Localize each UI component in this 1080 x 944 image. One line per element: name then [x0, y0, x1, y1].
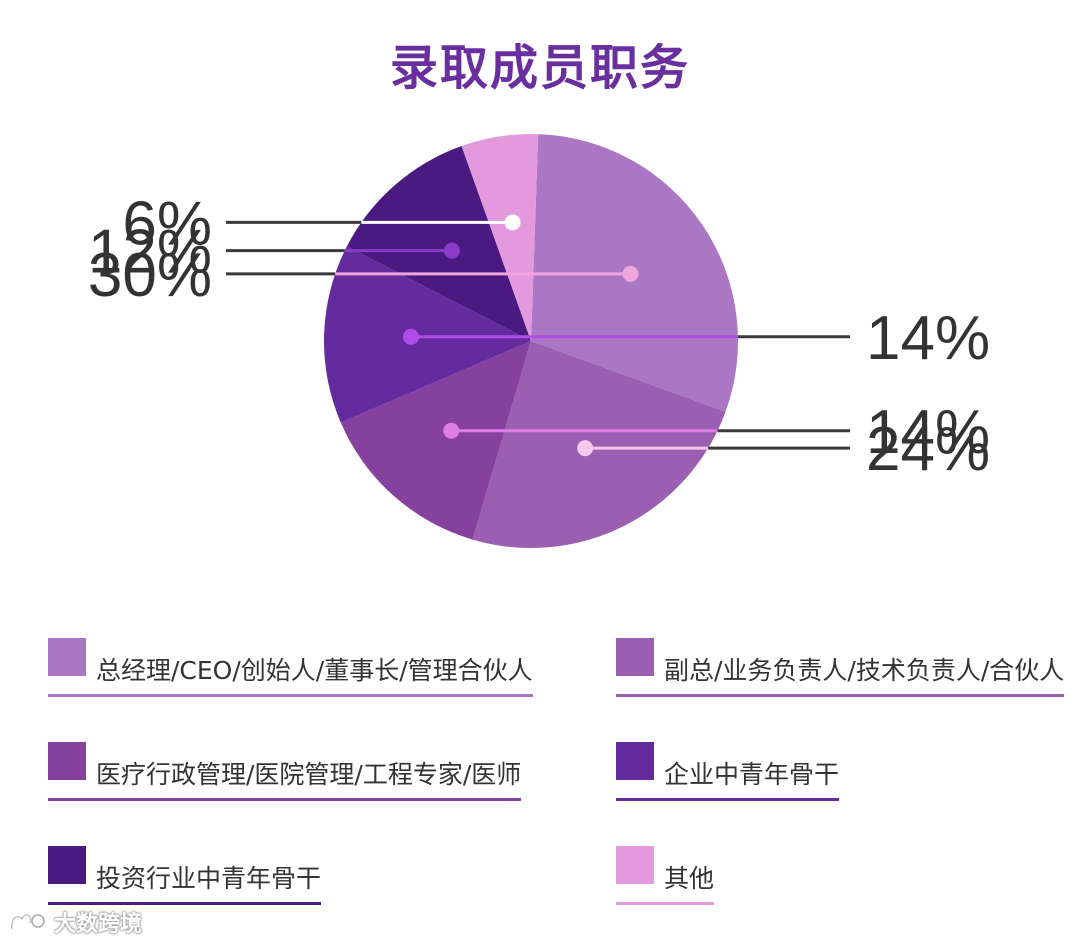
legend-label: 其他 [664, 864, 715, 893]
data-label: 12% [88, 218, 212, 287]
legend-label: 副总/业务负责人/技术负责人/合伙人 [664, 656, 1065, 685]
brand-logo-icon [10, 913, 45, 930]
slice-dot [443, 422, 460, 439]
data-label: 6% [122, 189, 212, 258]
slice-dot [443, 242, 460, 259]
slice-dot [403, 328, 420, 345]
data-label: 14% [866, 398, 990, 467]
legend-label: 企业中青年骨干 [664, 760, 840, 789]
pie-slice [324, 246, 531, 423]
legend-underline [48, 694, 533, 697]
legend-label: 投资行业中青年骨干 [96, 864, 322, 893]
legend-underline [48, 798, 521, 801]
data-label: 24% [866, 415, 990, 484]
legend-underline [48, 902, 321, 905]
pie-chart: 30%24%14%14%12%6% [88, 133, 990, 548]
data-label: 30% [88, 241, 212, 310]
watermark-text: 大数跨境 [54, 912, 143, 937]
data-label: 14% [866, 304, 990, 373]
legend-swatch [48, 638, 86, 676]
slice-dot [622, 265, 639, 282]
legend-swatch [616, 638, 654, 676]
legend-label: 总经理/CEO/创始人/董事长/管理合伙人 [96, 656, 533, 685]
pie-slice [461, 133, 539, 341]
pie-slice [472, 341, 726, 548]
legend-underline [616, 694, 1064, 697]
chart-title: 录取成员职务 [389, 40, 690, 96]
watermark: 大数跨境 [8, 906, 142, 938]
legend-underline [616, 798, 839, 801]
legend-swatch [48, 742, 86, 780]
legend-underline [616, 902, 714, 905]
pie-slice [346, 145, 531, 341]
slice-dot [577, 440, 594, 457]
legend-swatch [616, 742, 654, 780]
pie-slice [340, 341, 531, 540]
legend-swatch [48, 846, 86, 884]
legend-swatch [616, 846, 654, 884]
legend-label: 医疗行政管理/医院管理/工程专家/医师 [96, 760, 522, 789]
slice-dot [504, 214, 521, 231]
